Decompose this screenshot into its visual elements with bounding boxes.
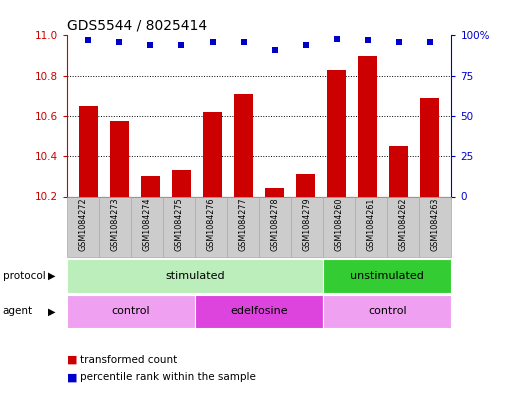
Point <box>394 39 403 45</box>
Bar <box>172 170 191 196</box>
Text: GSM1084261: GSM1084261 <box>367 198 376 251</box>
Point <box>208 39 216 45</box>
Point <box>302 42 310 48</box>
Point <box>146 42 154 48</box>
Text: GDS5544 / 8025414: GDS5544 / 8025414 <box>67 19 207 33</box>
Bar <box>359 55 377 196</box>
Text: protocol: protocol <box>3 271 45 281</box>
Bar <box>389 146 408 196</box>
Text: ▶: ▶ <box>48 307 55 316</box>
Bar <box>234 94 253 196</box>
Text: ■: ■ <box>67 372 77 382</box>
Point <box>240 39 248 45</box>
Bar <box>141 176 160 196</box>
Text: GSM1084278: GSM1084278 <box>270 198 280 251</box>
Bar <box>421 98 439 196</box>
Bar <box>203 112 222 196</box>
Point <box>332 35 341 42</box>
Text: edelfosine: edelfosine <box>230 307 288 316</box>
Text: transformed count: transformed count <box>80 354 177 365</box>
Bar <box>297 174 315 196</box>
Bar <box>79 106 97 196</box>
Text: GSM1084276: GSM1084276 <box>206 198 215 251</box>
Text: stimulated: stimulated <box>165 271 225 281</box>
Point <box>270 47 279 53</box>
Text: GSM1084275: GSM1084275 <box>174 198 184 251</box>
Text: unstimulated: unstimulated <box>350 271 424 281</box>
Text: GSM1084273: GSM1084273 <box>110 198 120 251</box>
Text: agent: agent <box>3 307 33 316</box>
Text: GSM1084277: GSM1084277 <box>239 198 248 251</box>
Point <box>426 39 434 45</box>
Text: ■: ■ <box>67 354 77 365</box>
Bar <box>265 188 284 196</box>
Point <box>115 39 124 45</box>
Bar <box>110 121 129 196</box>
Text: control: control <box>111 307 150 316</box>
Text: GSM1084274: GSM1084274 <box>142 198 151 251</box>
Text: GSM1084263: GSM1084263 <box>431 198 440 251</box>
Bar <box>327 70 346 196</box>
Text: GSM1084260: GSM1084260 <box>334 198 344 251</box>
Point <box>364 37 372 43</box>
Text: GSM1084272: GSM1084272 <box>78 198 87 251</box>
Text: GSM1084279: GSM1084279 <box>303 198 312 251</box>
Text: ▶: ▶ <box>48 271 55 281</box>
Point <box>84 37 92 43</box>
Text: GSM1084262: GSM1084262 <box>399 198 408 251</box>
Point <box>177 42 186 48</box>
Text: percentile rank within the sample: percentile rank within the sample <box>80 372 255 382</box>
Text: control: control <box>368 307 407 316</box>
